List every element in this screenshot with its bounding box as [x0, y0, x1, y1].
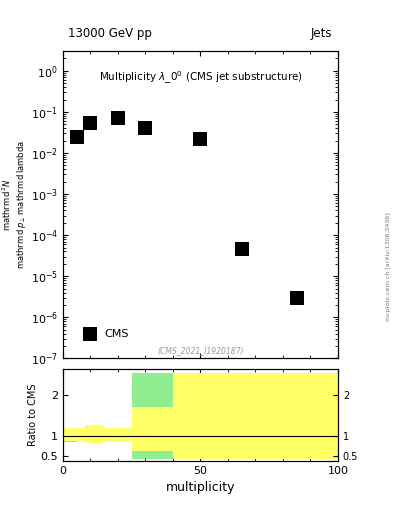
- Point: [239, 245, 245, 253]
- Point: [294, 293, 300, 302]
- Point: [115, 114, 121, 122]
- Text: Jets: Jets: [311, 28, 332, 40]
- Y-axis label: $\mathrm{mathrm\,d}^2N$
$\mathrm{mathrm\,d}\,p_\perp\,\mathrm{mathrm\,d}\,\mathr: $\mathrm{mathrm\,d}^2N$ $\mathrm{mathrm\…: [1, 140, 28, 269]
- Point: [197, 135, 204, 143]
- Text: 13000 GeV pp: 13000 GeV pp: [68, 28, 152, 40]
- Point: [87, 330, 94, 338]
- Y-axis label: Ratio to CMS: Ratio to CMS: [28, 383, 38, 446]
- Text: CMS: CMS: [104, 329, 129, 338]
- Point: [142, 124, 149, 132]
- Text: mcplots.cern.ch [arXiv:1306.3436]: mcplots.cern.ch [arXiv:1306.3436]: [386, 212, 391, 321]
- X-axis label: multiplicity: multiplicity: [166, 481, 235, 494]
- Point: [73, 133, 80, 141]
- Point: [87, 118, 94, 126]
- Text: (CMS_2021_I1920187): (CMS_2021_I1920187): [157, 346, 244, 355]
- Text: Multiplicity $\lambda$_0$^0$ (CMS jet substructure): Multiplicity $\lambda$_0$^0$ (CMS jet su…: [99, 70, 302, 86]
